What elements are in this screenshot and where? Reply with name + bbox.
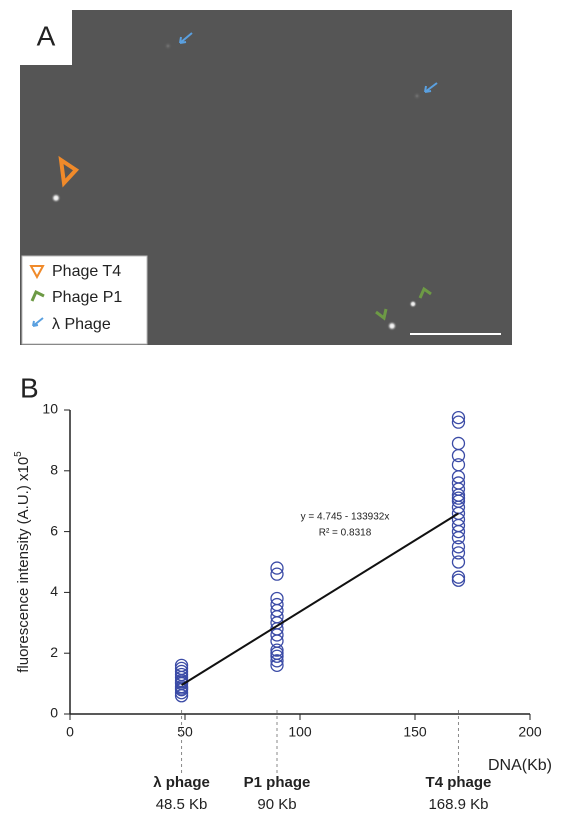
equation: R² = 0.8318	[319, 528, 372, 539]
marker-name: λ phage	[153, 774, 210, 791]
point	[452, 450, 464, 462]
marker-label: 168.9 Kb	[428, 796, 488, 813]
figure: A Phage T4 Phage P1 λ Phage B DNA(Kb) fl…	[0, 0, 588, 816]
legend-label: Phage T4	[52, 263, 121, 280]
marker-name: P1 phage	[244, 774, 311, 791]
x-tick-label: 0	[66, 724, 74, 740]
y-axis-label: fluorescence intensity (A.U.) x105	[13, 451, 32, 673]
point	[452, 571, 464, 583]
y-axis-label-exponent: 5	[13, 451, 24, 457]
equation: y = 4.745 - 133932x	[301, 512, 390, 523]
x-tick-label: 100	[288, 724, 312, 740]
x-axis-label: DNA(Kb)	[488, 757, 552, 774]
y-tick-label: 10	[42, 401, 58, 417]
point	[271, 647, 283, 659]
marker-name: T4 phage	[426, 774, 492, 791]
marker-label: 90 Kb	[257, 796, 296, 813]
panel-label: A	[37, 20, 56, 51]
panel-label: B	[20, 372, 39, 403]
y-axis-label-text: fluorescence intensity (A.U.) x10	[15, 457, 32, 673]
y-tick-label: 4	[50, 583, 58, 599]
micrograph: A Phage T4 Phage P1 λ Phage	[20, 10, 512, 345]
y-tick-label: 8	[50, 462, 58, 478]
spot	[387, 321, 397, 331]
x-tick-label: 50	[177, 724, 193, 740]
spot	[164, 42, 172, 50]
trendline	[182, 513, 459, 685]
y-tick-label: 6	[50, 522, 58, 538]
marker-label: 48.5 Kb	[156, 796, 208, 813]
legend-label: Phage P1	[52, 289, 122, 306]
y-tick-label: 0	[50, 705, 58, 721]
x-tick-label: 150	[403, 724, 427, 740]
spot	[51, 193, 61, 203]
point	[452, 574, 464, 586]
legend-label: λ Phage	[52, 316, 111, 333]
y-tick-label: 2	[50, 644, 58, 660]
spot	[413, 92, 421, 100]
point	[452, 437, 464, 449]
spot	[409, 300, 417, 308]
x-tick-label: 200	[518, 724, 542, 740]
